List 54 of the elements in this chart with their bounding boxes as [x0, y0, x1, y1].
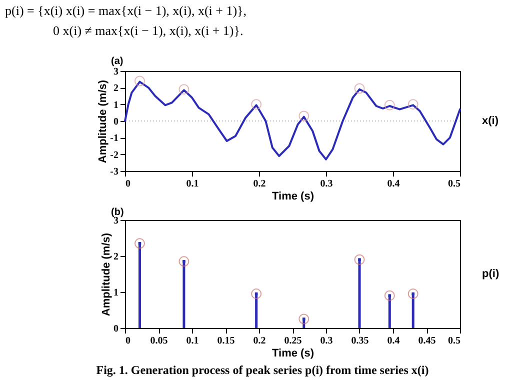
y-tick-label: 0	[114, 324, 118, 334]
point	[178, 84, 190, 95]
y-axis-title: Amplitude (m/s)	[100, 232, 112, 316]
x-tick-label: 0	[126, 336, 130, 346]
text: x(i)	[482, 115, 499, 127]
x-tick-label: 0.45	[418, 336, 436, 346]
x-tick-label: 0	[126, 178, 130, 190]
y-tick-label: 2	[114, 252, 118, 262]
text: p(i) = {x(i) x(i) = max{x(i − 1), x(i), x(i + 1)},	[5, 3, 247, 18]
y-tick-label: 1	[114, 100, 118, 111]
x-tick-label: 0.1	[186, 336, 199, 346]
point	[384, 100, 395, 110]
text: 0 x(i) ≠ max{x(i − 1), x(i), x(i + 1)}.	[53, 23, 244, 38]
y-tick-label: 3	[114, 66, 118, 78]
x-tick-label: 0.2	[253, 336, 266, 346]
point	[408, 99, 418, 110]
x-tick-label: 0.1	[186, 178, 199, 190]
point	[134, 238, 145, 249]
x-tick-label: 0.05	[150, 336, 168, 346]
y-tick-label: -1	[110, 133, 118, 144]
y-tick-label: 1	[114, 288, 118, 298]
point	[178, 256, 190, 267]
point	[251, 288, 262, 300]
x-axis-title: Time (s)	[272, 190, 314, 202]
text: (b)	[111, 207, 124, 218]
x-tick-label: 0.2	[253, 178, 266, 190]
y-tick-label: -3	[110, 166, 118, 178]
point	[134, 76, 145, 86]
point	[408, 288, 418, 300]
x-tick-label: 0.35	[351, 336, 369, 346]
y-tick-label: 3	[114, 216, 118, 226]
x-tick-label: 0.3	[320, 178, 333, 190]
y-tick-label: 0	[114, 116, 118, 128]
x-axis-title: Time (s)	[272, 348, 314, 360]
x-tick-label: 0.3	[320, 336, 333, 346]
x-tick-label: 0.25	[284, 336, 302, 346]
x-tick-label: 0.5	[448, 178, 460, 190]
caption: Fig. 1. Generation process of peak series p(i) from time series x(i)	[96, 363, 429, 377]
text: (a)	[111, 56, 124, 67]
point	[354, 254, 365, 265]
x-tick-label: 0.15	[217, 336, 235, 346]
point	[354, 83, 365, 94]
point	[384, 290, 395, 301]
text: p(i)	[482, 268, 500, 280]
y-axis-title: Amplitude (m/s)	[97, 80, 110, 164]
line-series	[124, 80, 461, 160]
x-tick-label: 0.4	[387, 336, 400, 346]
point	[251, 99, 262, 110]
point	[298, 110, 310, 122]
y-tick-label: -2	[110, 150, 118, 161]
x-tick-label: 0.5	[448, 336, 460, 346]
x-tick-label: 0.4	[387, 178, 400, 190]
point	[298, 314, 310, 324]
y-tick-label: 2	[114, 83, 118, 94]
